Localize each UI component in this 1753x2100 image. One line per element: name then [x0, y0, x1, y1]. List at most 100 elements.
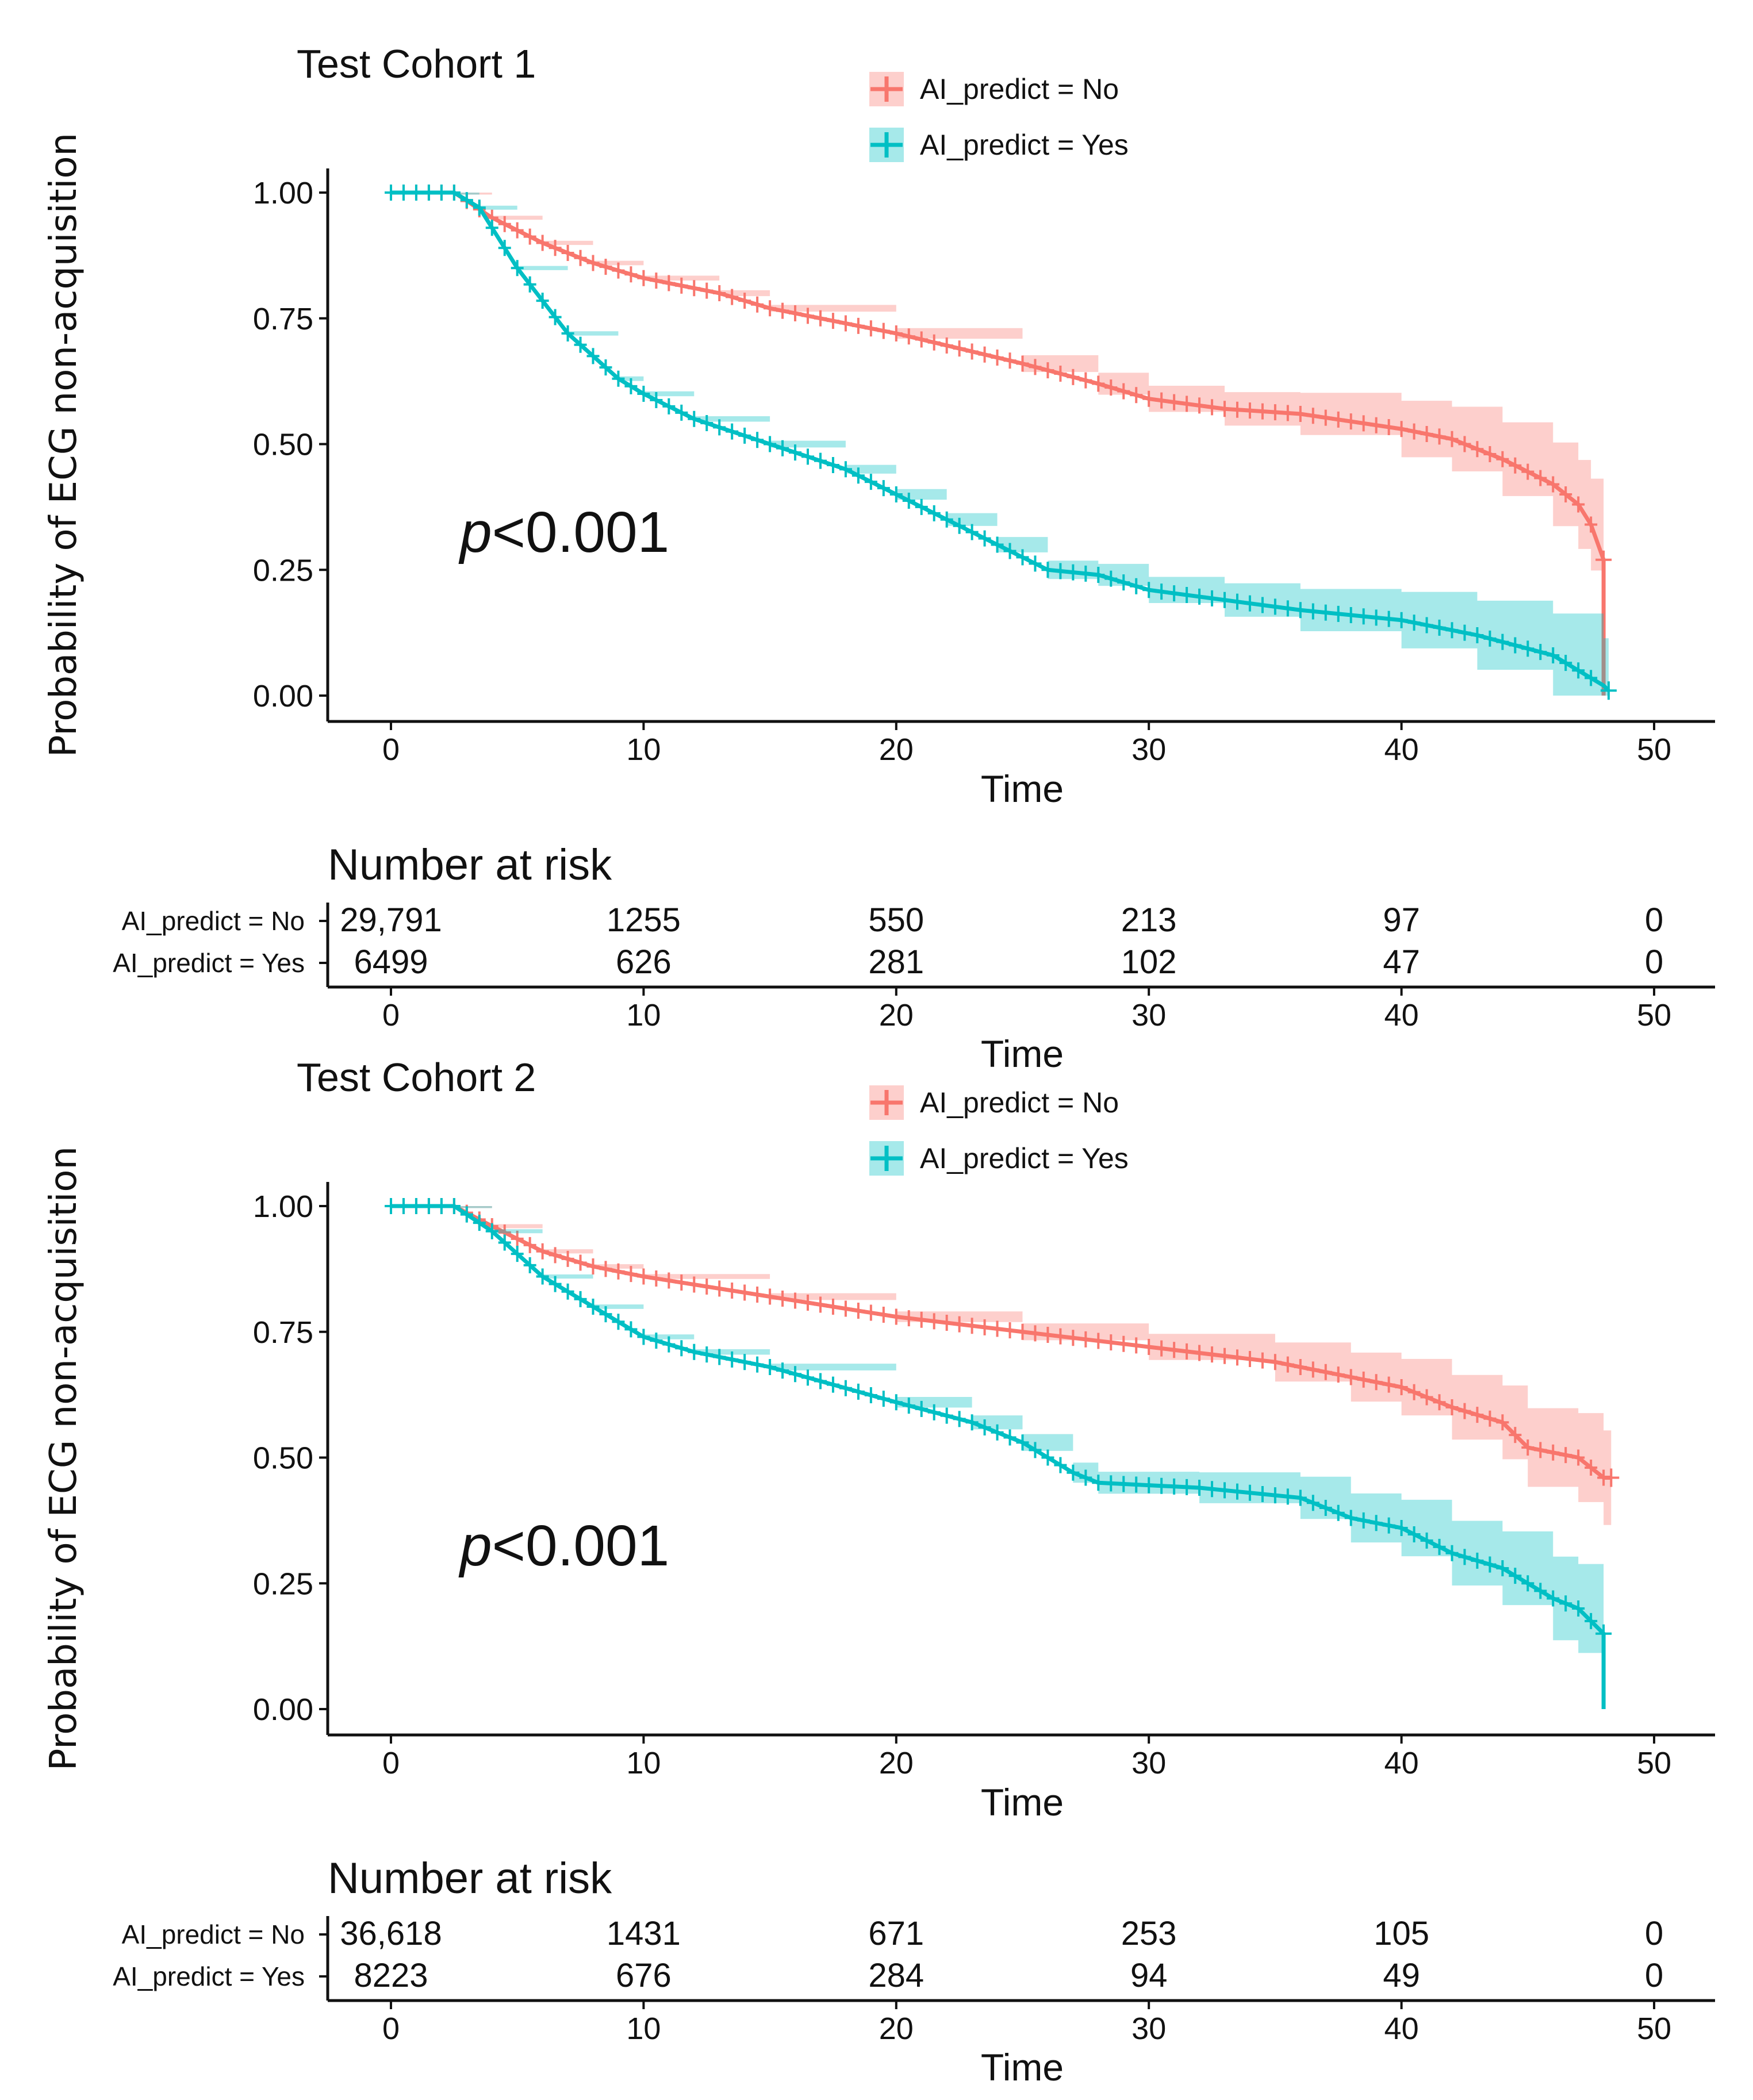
censor-mark-no — [1572, 1449, 1585, 1466]
censor-mark-yes — [536, 293, 549, 309]
censor-mark-no — [1067, 1330, 1080, 1346]
censor-mark-yes — [1079, 565, 1092, 582]
x-tick-label: 30 — [1131, 1746, 1166, 1780]
censor-mark-yes — [1496, 1560, 1509, 1576]
censor-mark-no — [1294, 406, 1307, 422]
censor-mark-yes — [1600, 681, 1617, 700]
censor-mark-no — [1521, 463, 1535, 480]
censor-mark-no — [1016, 1323, 1029, 1340]
censor-mark-no — [889, 325, 903, 341]
censor-mark-yes — [435, 185, 448, 201]
censor-mark-no — [1547, 476, 1560, 493]
censor-mark-yes — [688, 410, 701, 427]
censor-mark-no — [1332, 411, 1345, 428]
censor-mark-yes — [1471, 1552, 1484, 1569]
risk-x-tick-label: 50 — [1637, 998, 1671, 1032]
censor-mark-yes — [511, 260, 524, 277]
censor-mark-no — [1268, 1354, 1282, 1370]
censor-mark-no — [991, 1320, 1004, 1337]
censor-mark-yes — [965, 524, 979, 540]
censor-mark-no — [1029, 1325, 1042, 1342]
p-value-text: <0.001 — [492, 500, 670, 565]
censor-mark-no — [1370, 1374, 1383, 1391]
censor-mark-no — [738, 293, 751, 309]
censor-mark-yes — [675, 1340, 688, 1357]
censor-mark-no — [776, 302, 789, 319]
censor-mark-yes — [1319, 604, 1332, 621]
censor-mark-yes — [851, 1383, 865, 1400]
censor-mark-no — [940, 1315, 953, 1331]
censor-mark-no — [1420, 1389, 1433, 1406]
censor-mark-no — [1117, 1335, 1130, 1352]
censor-mark-no — [536, 1243, 549, 1260]
censor-mark-no — [561, 245, 574, 261]
censor-mark-yes — [511, 1246, 524, 1262]
censor-mark-no — [662, 275, 676, 291]
censor-mark-yes — [915, 498, 928, 515]
censor-mark-no — [536, 235, 549, 251]
censor-mark-yes — [1445, 1545, 1459, 1561]
censor-mark-yes — [675, 404, 688, 421]
censor-mark-no — [1595, 550, 1612, 569]
y-tick-label: 0.25 — [253, 1567, 313, 1601]
x-tick-label: 10 — [626, 732, 661, 767]
legend-plus-icon — [870, 1146, 903, 1171]
censor-mark-yes — [1092, 567, 1105, 583]
risk-x-tick-label: 50 — [1637, 2011, 1671, 2046]
censor-mark-no — [839, 1300, 852, 1317]
censor-mark-no — [1142, 390, 1156, 407]
censor-mark-yes — [1407, 615, 1421, 631]
censor-mark-no — [1193, 1345, 1206, 1361]
censor-mark-yes — [473, 1215, 486, 1231]
censor-mark-no — [1420, 426, 1433, 442]
censor-mark-yes — [574, 1291, 587, 1307]
censor-mark-no — [1458, 1403, 1471, 1419]
censor-mark-no — [700, 282, 714, 299]
censor-mark-no — [1534, 470, 1547, 486]
censor-mark-yes — [1206, 1481, 1219, 1498]
censor-mark-no — [675, 1274, 688, 1291]
censor-mark-yes — [1180, 1479, 1194, 1495]
censor-mark-no — [1117, 383, 1130, 400]
censor-mark-yes — [751, 1356, 764, 1373]
censor-mark-yes — [435, 1198, 448, 1214]
censor-mark-yes — [864, 1387, 877, 1403]
risk-value: 8223 — [354, 1957, 428, 1994]
censor-mark-no — [1268, 404, 1282, 421]
risk-table: Number at risk AI_predict = No 36,618 1431 6… — [113, 1854, 1715, 2089]
censor-mark-yes — [1041, 562, 1054, 578]
censor-mark-no — [726, 1283, 739, 1299]
censor-mark-no — [1130, 387, 1143, 404]
censor-mark-yes — [1306, 603, 1319, 620]
censor-mark-no — [814, 1296, 827, 1313]
censor-mark-yes — [1395, 612, 1408, 628]
censor-mark-yes — [1117, 574, 1130, 591]
censor-mark-yes — [814, 452, 827, 469]
censor-mark-yes — [612, 370, 625, 387]
censor-mark-no — [511, 1230, 524, 1247]
censor-mark-yes — [1344, 607, 1357, 623]
censor-mark-yes — [726, 1351, 739, 1368]
chart-title: Test Cohort 2 — [297, 1055, 536, 1100]
ci-band-yes — [391, 193, 1609, 696]
censor-mark-yes — [1206, 590, 1219, 606]
censor-mark-no — [1382, 1376, 1395, 1393]
censor-mark-yes — [1243, 595, 1256, 612]
censor-mark-yes — [1433, 1538, 1446, 1555]
censor-mark-yes — [523, 1257, 536, 1273]
censor-mark-yes — [561, 325, 574, 341]
censor-mark-yes — [902, 1398, 915, 1414]
risk-value: 253 — [1121, 1915, 1177, 1952]
censor-mark-no — [1029, 359, 1042, 375]
censor-mark-yes — [409, 1198, 423, 1214]
censor-mark-no — [1168, 394, 1181, 410]
risk-value: 36,618 — [340, 1915, 442, 1952]
censor-mark-no — [1218, 1347, 1232, 1364]
x-axis-label: Time — [981, 1781, 1064, 1823]
censor-mark-no — [1521, 1439, 1535, 1456]
y-axis-label: Probability of ECG non-acquisition — [43, 133, 85, 757]
censor-mark-yes — [1445, 622, 1459, 639]
censor-mark-no — [801, 308, 815, 324]
censor-mark-no — [751, 296, 764, 313]
censor-mark-no — [1256, 403, 1269, 420]
